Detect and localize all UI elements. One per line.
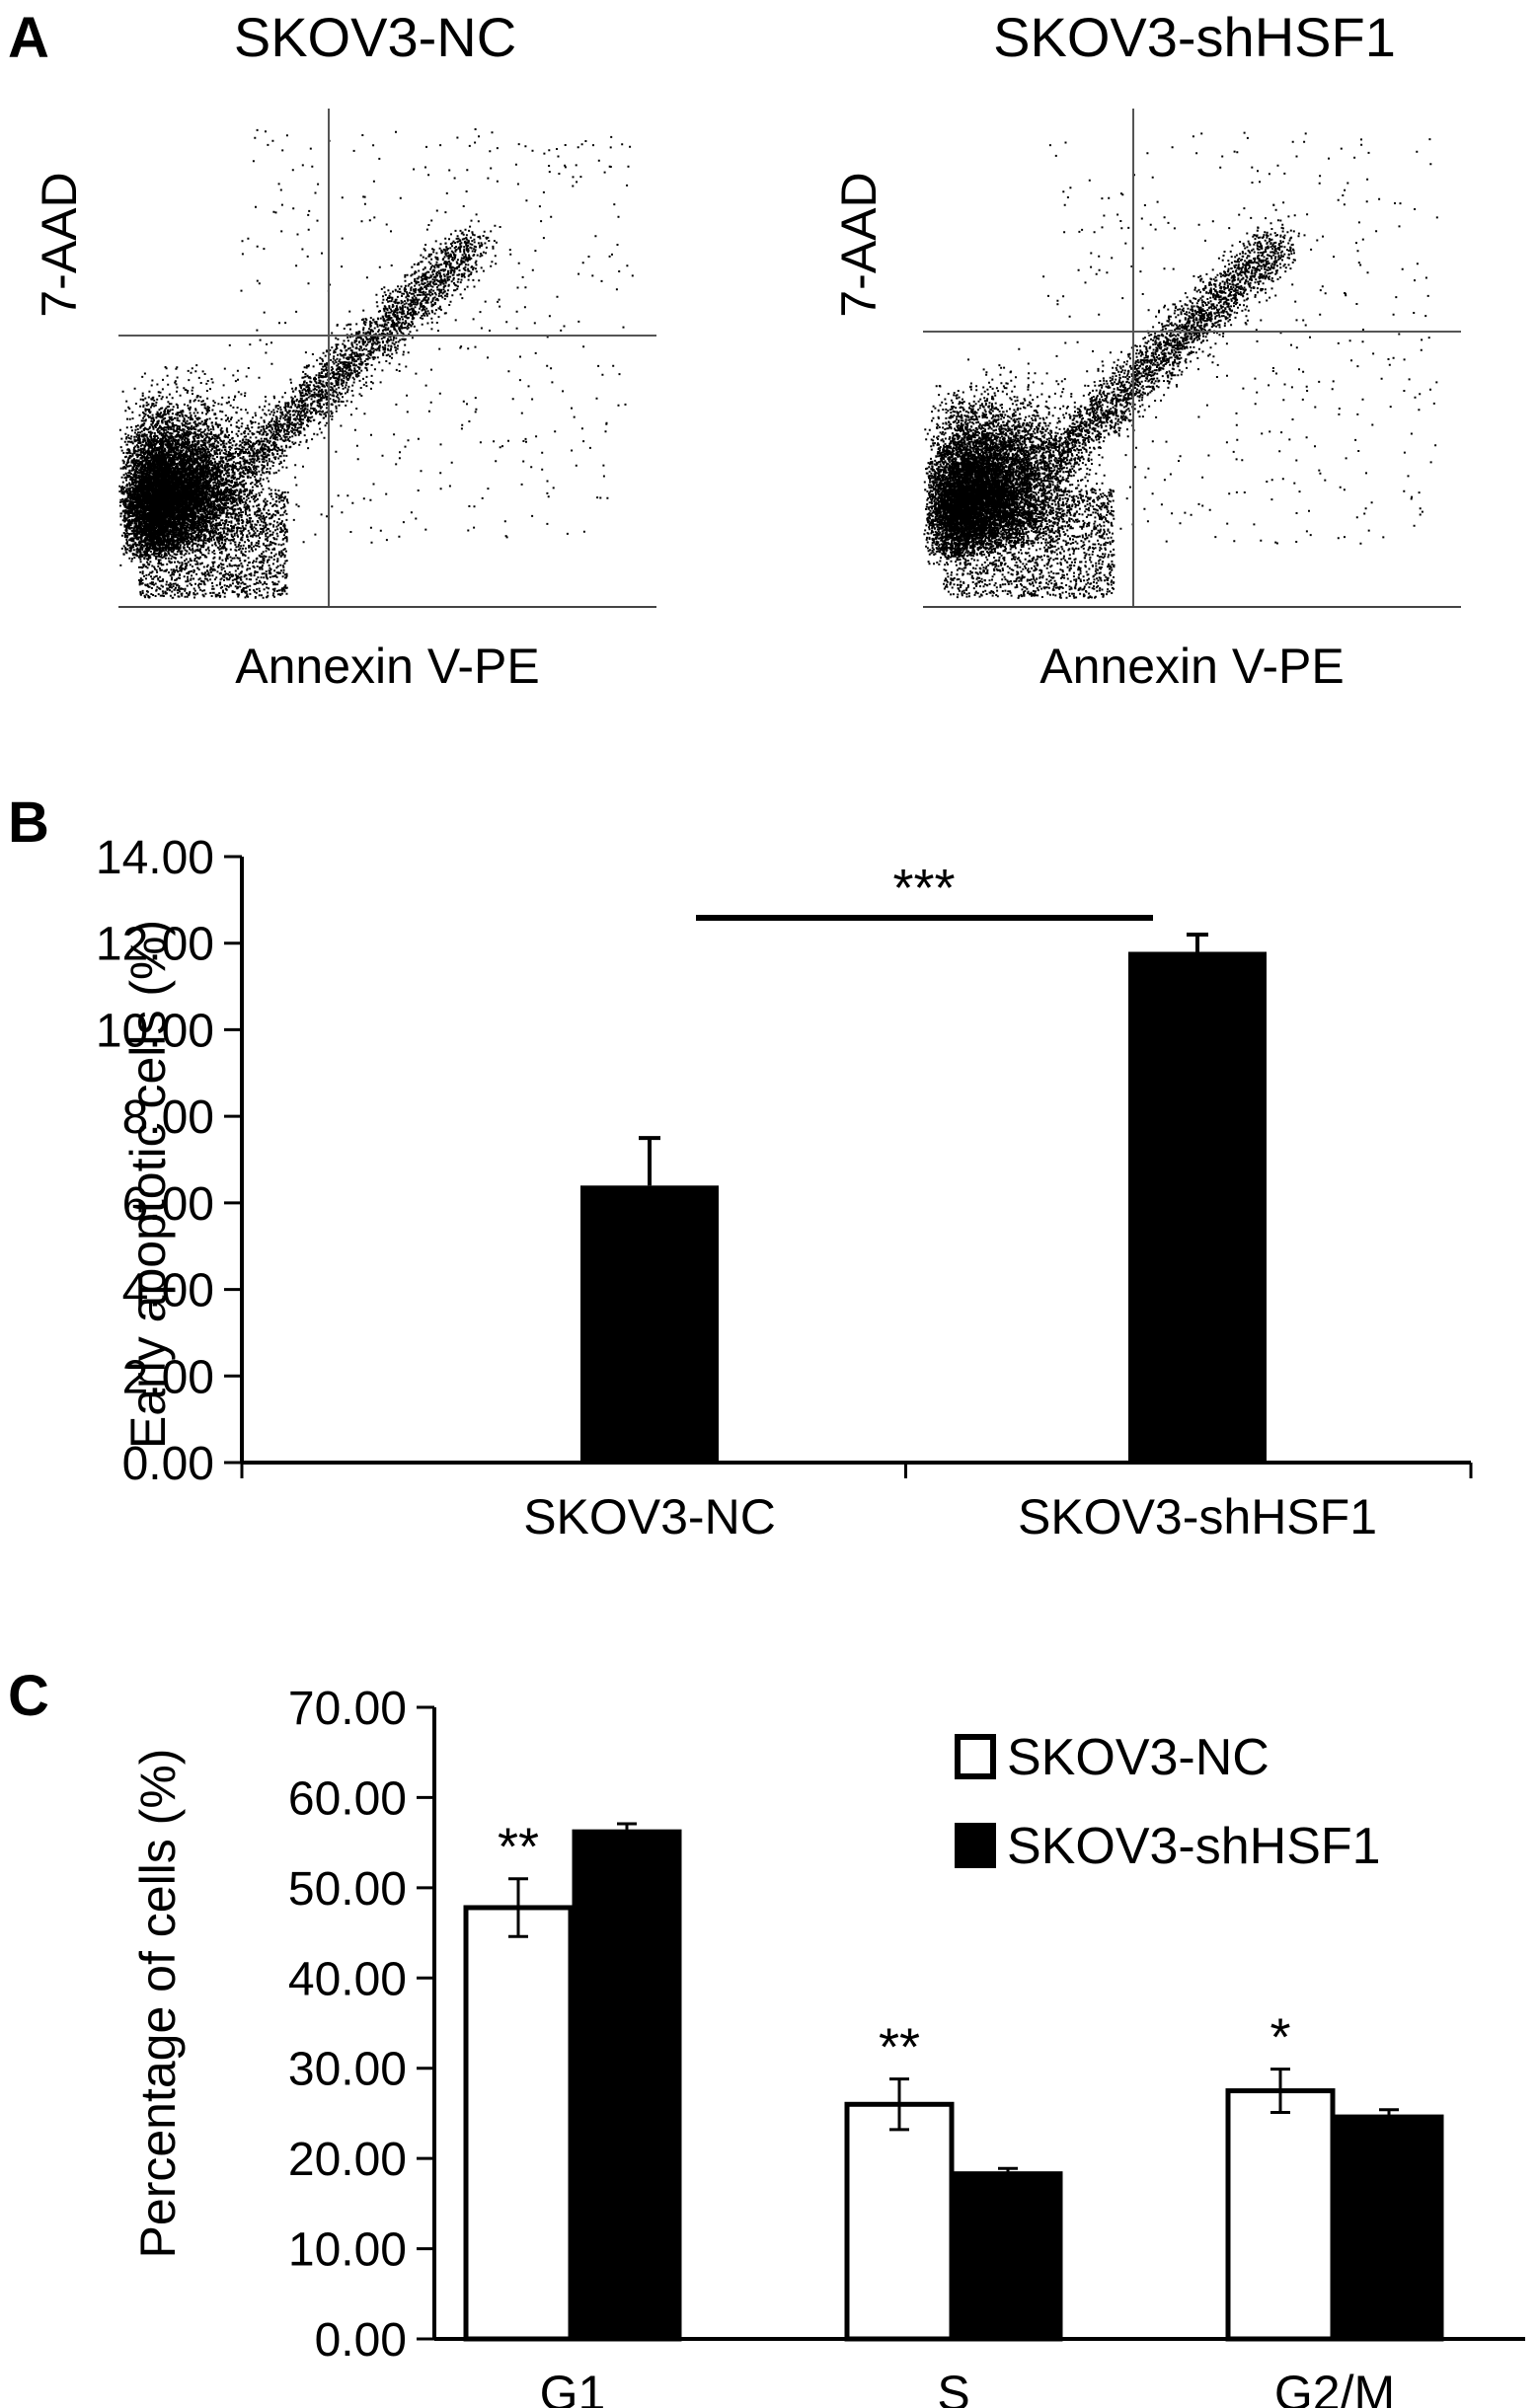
y-tick-label: 40.00 — [288, 1953, 407, 2005]
legend-label: SKOV3-NC — [1007, 1729, 1270, 1786]
y-tick-label: 0.00 — [122, 1438, 214, 1490]
scatter-dots — [923, 131, 1438, 599]
y-tick-label: 20.00 — [288, 2134, 407, 2186]
x-tick-label: G2/M — [1274, 2366, 1395, 2408]
x-tick-label: S — [937, 2366, 969, 2408]
bar-chart-c: 0.00 10.00 20.00 30.00 40.00 50.00 60.00 70.00 *… — [288, 1683, 1525, 2408]
flow-ylabel-nc: 7-AAD — [32, 172, 87, 318]
panel-letter-a: A — [8, 6, 49, 70]
significance-label: *** — [892, 859, 955, 918]
y-tick-label: 14.00 — [96, 832, 214, 884]
flow-xlabel-nc: Annexin V-PE — [235, 639, 540, 694]
flow-xlabel-shhsf1: Annexin V-PE — [1039, 639, 1345, 694]
legend-swatch — [955, 1823, 996, 1868]
bar — [1334, 2114, 1444, 2342]
flow-ylabel-shhsf1: 7-AAD — [831, 172, 886, 318]
y-tick-label: 6.00 — [122, 1178, 214, 1231]
bar — [953, 2171, 1063, 2342]
x-tick-label: SKOV3-shHSF1 — [1018, 1489, 1377, 1544]
bar — [580, 1185, 719, 1463]
x-tick-label: SKOV3-NC — [523, 1489, 776, 1544]
y-tick-label: 10.00 — [96, 1005, 214, 1057]
bar — [1225, 2088, 1336, 2342]
panel-letter-b: B — [8, 790, 49, 855]
bar — [572, 1829, 682, 2342]
flow-plot-title-shhsf1: SKOV3-shHSF1 — [993, 6, 1396, 68]
scatter-dots — [118, 128, 634, 599]
flow-plot-shhsf1 — [923, 109, 1461, 608]
y-tick-label: 60.00 — [288, 1772, 407, 1825]
panel-letter-c: C — [8, 1664, 49, 1728]
dot-cloud — [923, 131, 1438, 599]
y-tick-label: 30.00 — [288, 2044, 407, 2096]
flow-plot-nc — [118, 109, 656, 608]
significance-label: ** — [879, 2018, 920, 2077]
y-tick-label: 10.00 — [288, 2224, 407, 2277]
y-tick-label: 50.00 — [288, 1863, 407, 1916]
y-tick-label: 8.00 — [122, 1091, 214, 1144]
y-tick-label: 4.00 — [122, 1265, 214, 1317]
significance-label: ** — [498, 1818, 539, 1877]
legend-swatch — [955, 1734, 996, 1779]
legend-label: SKOV3-shHSF1 — [1007, 1818, 1381, 1875]
y-tick-label: 12.00 — [96, 919, 214, 971]
bar — [1128, 951, 1267, 1463]
bar — [844, 2101, 955, 2342]
dot-cloud — [118, 128, 634, 599]
bar-chart-b: 0.00 2.00 4.00 6.00 8.00 10.00 12.00 14.00 SKOV3… — [96, 832, 1473, 1544]
bar — [463, 1905, 574, 2342]
significance-label: * — [1270, 2008, 1290, 2068]
y-tick-label: 2.00 — [122, 1351, 214, 1403]
x-tick-label: G1 — [540, 2366, 606, 2408]
y-tick-label: 70.00 — [288, 1683, 407, 1735]
y-tick-label: 0.00 — [315, 2314, 407, 2367]
flow-plot-title-nc: SKOV3-NC — [233, 6, 517, 68]
